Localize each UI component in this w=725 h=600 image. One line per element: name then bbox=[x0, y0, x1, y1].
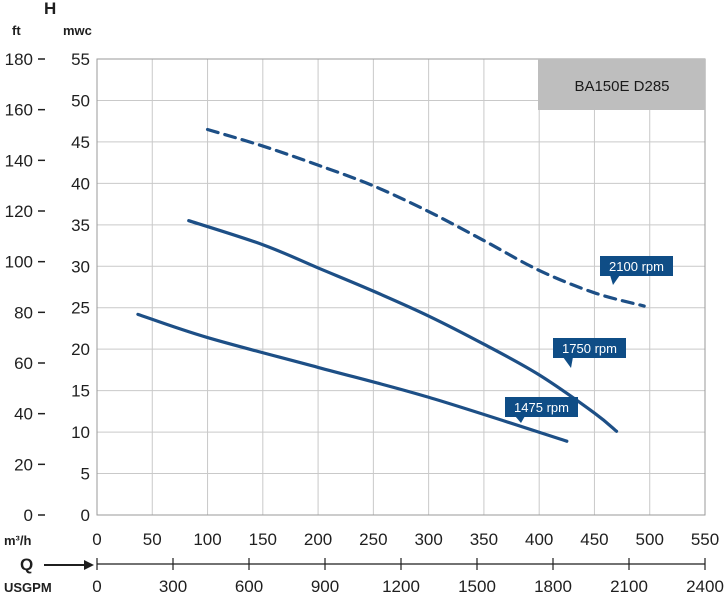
y-mwc-tick-label: 55 bbox=[71, 50, 90, 69]
x-tick-label: 200 bbox=[304, 530, 332, 549]
x-tick-label: 450 bbox=[580, 530, 608, 549]
x-tick-label: 550 bbox=[691, 530, 719, 549]
y-mwc-tick-label: 0 bbox=[81, 506, 90, 525]
tick-labels: 0 50 100 150 200 250 300 350 400 450 500 5500510152… bbox=[5, 50, 720, 549]
y-mwc-tick-label: 40 bbox=[71, 174, 90, 193]
series-label-text: 1750 rpm bbox=[562, 341, 617, 356]
usgpm-tick-label: 600 bbox=[235, 577, 263, 596]
series-label-text: 2100 rpm bbox=[609, 259, 664, 274]
title-background bbox=[538, 59, 705, 110]
x-axis-letter: Q bbox=[20, 555, 33, 574]
y-ft-tick-label: 180 bbox=[5, 50, 33, 69]
usgpm-tick-label: 2100 bbox=[610, 577, 648, 596]
series-label-box bbox=[600, 256, 673, 276]
x-tick-label: 50 bbox=[143, 530, 162, 549]
usgpm-tick-label: 1500 bbox=[458, 577, 496, 596]
series-labels: 1475 rpm 1750 rpm 2100 rpm bbox=[505, 256, 673, 423]
y-mwc-tick-label: 35 bbox=[71, 216, 90, 235]
x-secondary-unit: USGPM bbox=[4, 580, 52, 595]
plot-frame bbox=[96, 58, 706, 516]
chart-title: BA150E D285 bbox=[574, 78, 669, 95]
y-ft-tick-label: 120 bbox=[5, 202, 33, 221]
y-ft-tick-label: 0 bbox=[24, 506, 33, 525]
y-left-unit: ft bbox=[12, 23, 21, 38]
y-mwc-tick-label: 20 bbox=[71, 340, 90, 359]
curve-2100-rpm bbox=[205, 127, 646, 308]
y-ft-tick-label: 20 bbox=[14, 455, 33, 474]
usgpm-tick-label: 0 bbox=[92, 577, 101, 596]
x-tick-label: 300 bbox=[414, 530, 442, 549]
x-primary-unit: m³/h bbox=[4, 533, 32, 548]
y-ft-tick-label: 160 bbox=[5, 101, 33, 120]
y-mwc-tick-label: 5 bbox=[81, 465, 90, 484]
series-label-box bbox=[553, 338, 626, 358]
title-box: BA150E D285 bbox=[538, 59, 705, 110]
series-label-text: 1475 rpm bbox=[514, 400, 569, 415]
y-ft-tick-label: 40 bbox=[14, 405, 33, 424]
y-mwc-tick-label: 50 bbox=[71, 91, 90, 110]
series-label-1750-rpm: 1750 rpm bbox=[553, 338, 626, 368]
usgpm-tick-label: 1800 bbox=[534, 577, 572, 596]
x-tick-label: 150 bbox=[249, 530, 277, 549]
y-ft-tick-label: 60 bbox=[14, 354, 33, 373]
y-mwc-tick-label: 15 bbox=[71, 382, 90, 401]
x-tick-label: 500 bbox=[636, 530, 664, 549]
x-tick-label: 100 bbox=[193, 530, 221, 549]
y-ft-tick-label: 80 bbox=[14, 303, 33, 322]
y-mwc-tick-label: 30 bbox=[71, 257, 90, 276]
y-mwc-tick-label: 45 bbox=[71, 133, 90, 152]
usgpm-tick-label: 900 bbox=[311, 577, 339, 596]
y-ft-tick-label: 100 bbox=[5, 253, 33, 272]
y-ft-tick-label: 140 bbox=[5, 151, 33, 170]
series-label-2100-rpm: 2100 rpm bbox=[600, 256, 673, 285]
usgpm-tick-label: 300 bbox=[159, 577, 187, 596]
y-mwc-tick-label: 25 bbox=[71, 299, 90, 318]
curve-1475-rpm bbox=[136, 312, 569, 443]
x-tick-label: 350 bbox=[470, 530, 498, 549]
y-right-unit: mwc bbox=[63, 23, 92, 38]
q-arrow-head bbox=[84, 560, 94, 570]
series-label-pointer bbox=[610, 275, 620, 285]
series-label-box bbox=[505, 397, 578, 417]
usgpm-tick-label: 2400 bbox=[686, 577, 724, 596]
series-label-1475-rpm: 1475 rpm bbox=[505, 397, 578, 423]
series-label-pointer bbox=[515, 416, 525, 423]
usgpm-ticks: 0 300 600 900 1200 1500 1800 2100 2400 bbox=[92, 558, 724, 596]
curve-1750-rpm bbox=[187, 219, 619, 433]
usgpm-tick-label: 1200 bbox=[382, 577, 420, 596]
y-mwc-tick-label: 10 bbox=[71, 423, 90, 442]
curves bbox=[136, 127, 646, 443]
x-tick-label: 0 bbox=[92, 530, 101, 549]
y-axis-letter: H bbox=[44, 0, 56, 18]
x-tick-label: 250 bbox=[359, 530, 387, 549]
x-tick-label: 400 bbox=[525, 530, 553, 549]
grid bbox=[96, 58, 706, 516]
series-label-pointer bbox=[563, 357, 573, 368]
